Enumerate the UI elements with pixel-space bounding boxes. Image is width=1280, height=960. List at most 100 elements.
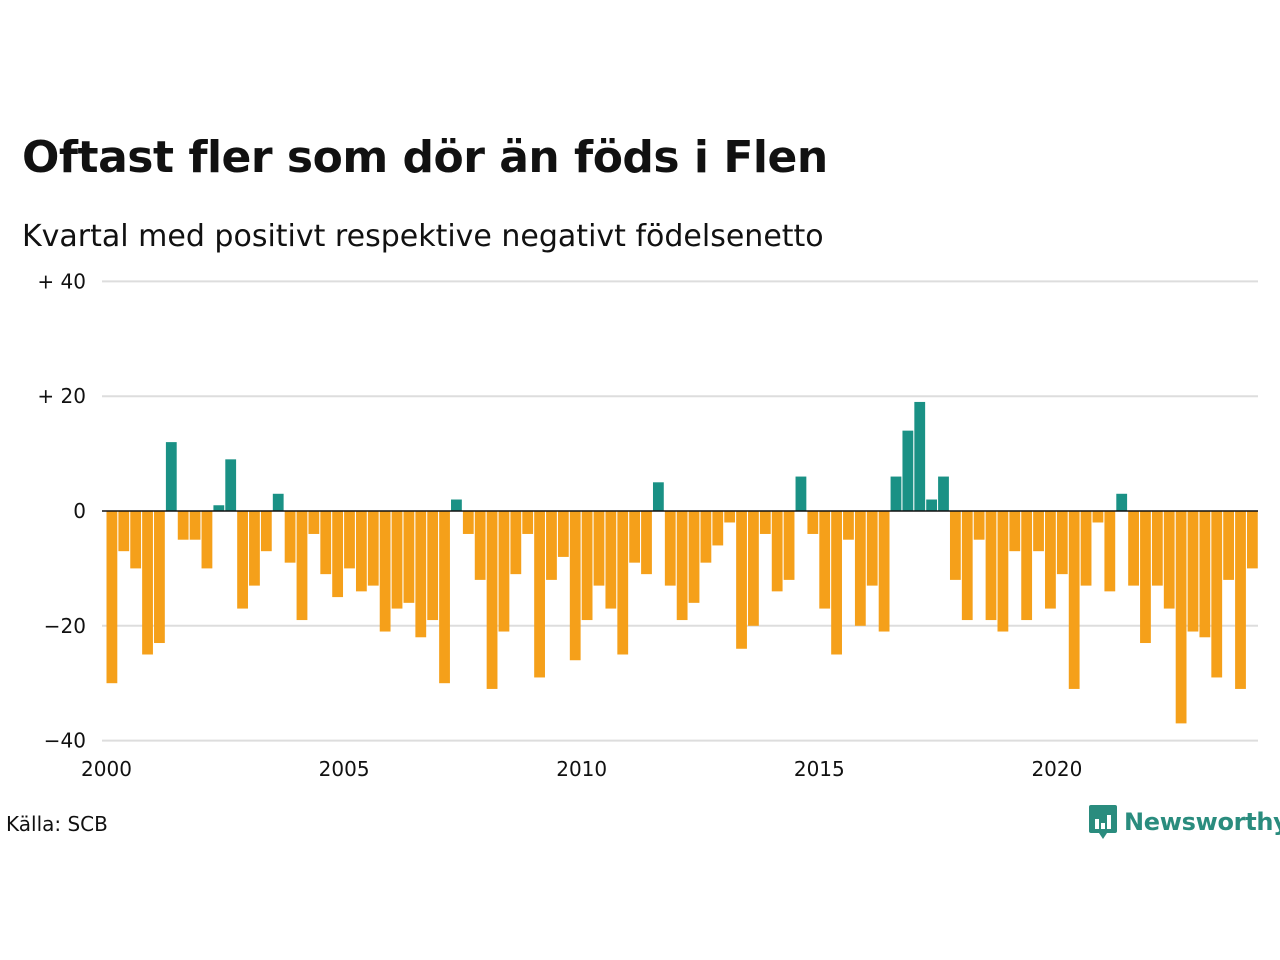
bar-negative [807,511,819,534]
bar-negative [249,511,260,586]
bar-negative [1151,511,1163,586]
bar-negative [177,511,189,540]
x-tick-label: 2000 [81,757,132,781]
axis-labels: + 40 + 20 0 −20 −40 2000 2005 2010 2015 2020 [37,269,1082,781]
bar-positive [902,430,914,511]
bar-negative [1246,511,1258,569]
bar-negative [866,511,878,586]
bar-negative [961,511,973,621]
bar-negative [332,511,344,598]
bar-positive [225,459,237,511]
bar-negative [605,511,617,609]
bar-negative [949,511,961,580]
bar-negative [296,511,308,621]
bar-negative [308,511,320,534]
source-note: Källa: SCB [6,812,108,836]
bar-negative [569,511,581,661]
bar-negative [843,511,854,540]
bar-negative [724,511,736,523]
grid-lines [102,280,1258,742]
bar-negative [510,511,522,575]
bar-negative [462,511,474,534]
bar-negative [1009,511,1021,552]
bar-negative [831,511,842,655]
bar-negative [629,511,641,563]
bar-positive [213,505,225,511]
bar-negative [118,511,130,552]
bar-negative [1235,511,1246,689]
bar-negative [427,511,439,621]
bar-negative [355,511,367,592]
y-tick-label: −40 [44,729,86,753]
bar-negative [189,511,201,540]
bar-negative [1128,511,1139,586]
bar-negative [700,511,712,563]
bar-negative [1140,511,1151,644]
bar-negative [1211,511,1223,678]
bar-negative [379,511,391,632]
bar-negative [676,511,688,621]
bar-positive [938,476,949,511]
bar-negative [1021,511,1033,621]
bar-positive [890,476,902,511]
bar-negative [260,511,272,552]
bar-negative [1187,511,1199,632]
bar-negative [557,511,569,557]
bar-negative [617,511,629,655]
bar-positive [451,499,462,511]
bar-negative [403,511,415,603]
bar-negative [474,511,486,580]
bar-negative [736,511,747,649]
bar-negative [344,511,355,569]
bar-negative [522,511,534,534]
bar-negative [415,511,427,638]
x-tick-label: 2020 [1031,757,1082,781]
bar-negative [1175,511,1187,724]
bar-positive [165,442,177,511]
bar-negative [997,511,1009,632]
bars [102,401,1258,724]
bar-negative [1033,511,1044,552]
x-tick-label: 2010 [556,757,607,781]
bar-positive [272,493,284,511]
y-tick-label: −20 [44,614,86,638]
bar-negative [854,511,866,626]
y-tick-label: + 40 [37,269,86,293]
bar-negative [593,511,605,586]
bar-negative [748,511,759,626]
bar-negative [154,511,165,644]
bar-positive [652,482,664,511]
bar-negative [237,511,248,609]
bar-positive [795,476,807,511]
x-tick-label: 2005 [319,757,370,781]
bar-negative [641,511,652,575]
x-tick-label: 2015 [794,757,845,781]
bar-negative [819,511,831,609]
bar-negative [201,511,213,569]
bar-negative [1092,511,1104,523]
bar-negative [284,511,296,563]
bar-negative [439,511,450,684]
bar-negative [391,511,403,609]
bar-negative [130,511,142,569]
y-tick-label: + 20 [37,384,86,408]
y-tick-label: 0 [73,499,86,523]
bar-negative [486,511,498,689]
bar-negative [546,511,557,580]
bar-negative [1045,511,1056,609]
bar-negative [1068,511,1080,689]
newsworthy-logo-icon [1089,805,1117,839]
bar-negative [783,511,795,580]
bar-negative [878,511,890,632]
bar-negative [367,511,379,586]
bar-negative [581,511,593,621]
bar-negative [1163,511,1175,609]
bar-positive [1116,493,1128,511]
bar-negative [1199,511,1211,638]
bar-negative [1104,511,1116,592]
bar-negative [985,511,997,621]
bar-negative [973,511,985,540]
bar-negative [320,511,332,575]
chart-title: Oftast fler som dör än föds i Flen [22,132,828,183]
